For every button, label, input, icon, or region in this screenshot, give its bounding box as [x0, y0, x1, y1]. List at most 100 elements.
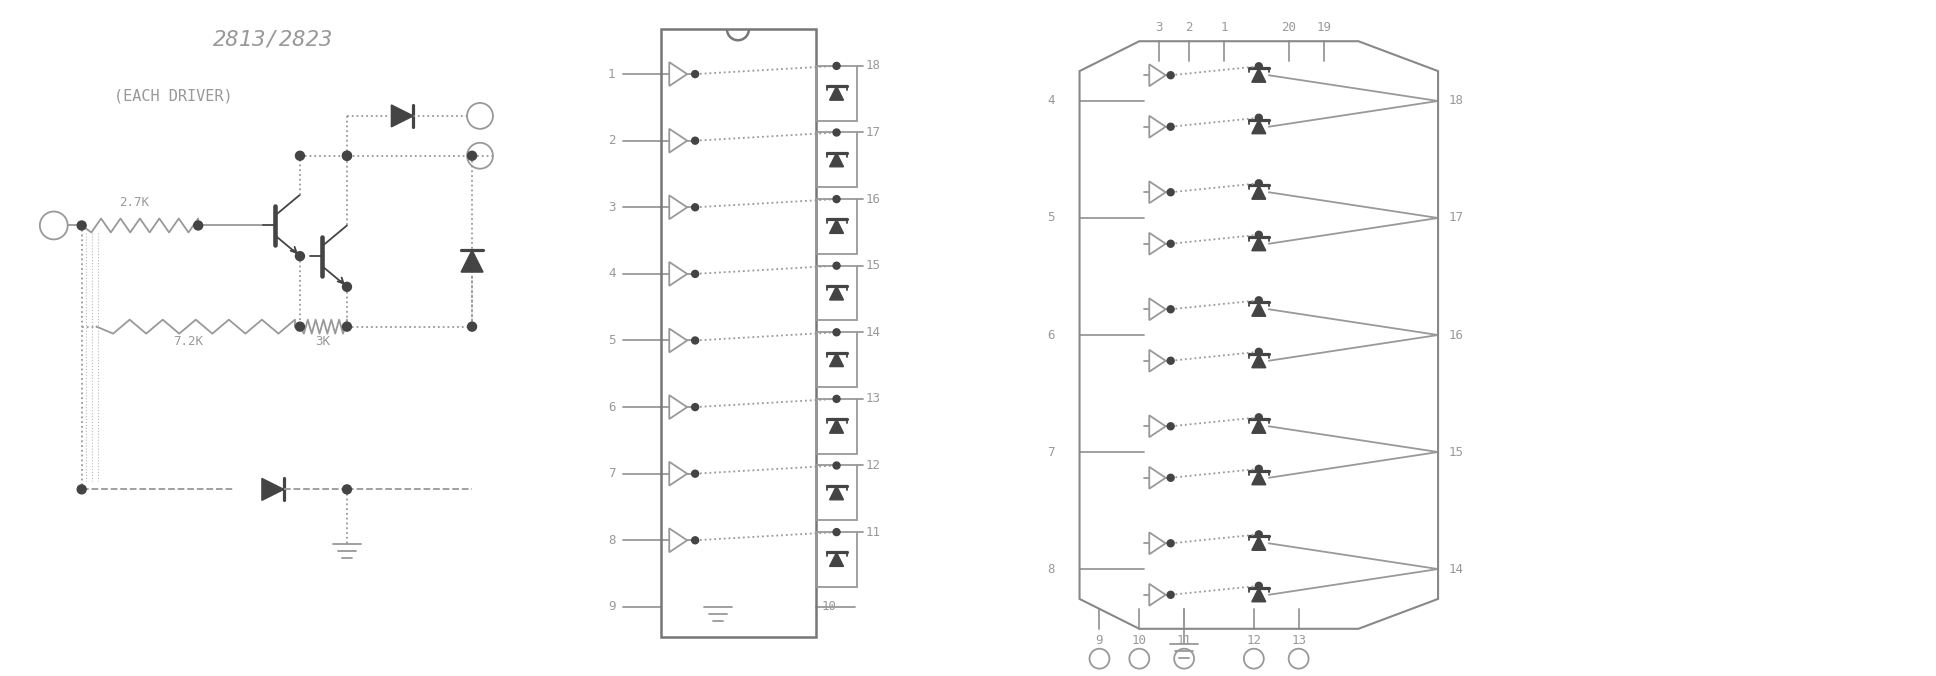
Text: 17: 17 — [1448, 212, 1464, 224]
Text: 9: 9 — [1096, 633, 1104, 647]
Text: 15: 15 — [1448, 445, 1464, 458]
Circle shape — [1167, 540, 1173, 547]
Circle shape — [691, 337, 699, 344]
Circle shape — [691, 270, 699, 277]
Text: 2: 2 — [608, 135, 616, 147]
Circle shape — [832, 195, 840, 203]
Circle shape — [1255, 582, 1262, 589]
Circle shape — [343, 283, 352, 291]
Text: 17: 17 — [865, 126, 881, 139]
Circle shape — [296, 151, 304, 160]
Polygon shape — [1253, 470, 1266, 485]
Circle shape — [1255, 414, 1262, 420]
Bar — [815, 333, 858, 387]
Text: 13: 13 — [865, 392, 881, 406]
Circle shape — [1167, 422, 1173, 430]
Text: 4: 4 — [608, 268, 616, 281]
Circle shape — [343, 322, 352, 331]
Circle shape — [1167, 72, 1173, 78]
Circle shape — [691, 203, 699, 211]
Circle shape — [1255, 531, 1262, 538]
Circle shape — [1167, 240, 1173, 247]
Text: 12: 12 — [865, 459, 881, 472]
Text: 18: 18 — [865, 59, 881, 72]
Text: 2: 2 — [1185, 21, 1193, 34]
Circle shape — [832, 329, 840, 336]
Text: 3K: 3K — [316, 335, 331, 347]
Text: 2.7K: 2.7K — [120, 195, 149, 209]
Text: 5: 5 — [1047, 212, 1055, 224]
Circle shape — [832, 129, 840, 136]
Circle shape — [1255, 180, 1262, 187]
Text: 3: 3 — [608, 201, 616, 214]
Text: 10: 10 — [821, 600, 836, 613]
Text: 11: 11 — [865, 526, 881, 539]
Text: 9: 9 — [608, 600, 616, 613]
Polygon shape — [1253, 419, 1266, 433]
Text: 6: 6 — [608, 401, 616, 414]
Circle shape — [1255, 231, 1262, 238]
Bar — [815, 132, 858, 187]
Circle shape — [691, 137, 699, 144]
Text: 7.2K: 7.2K — [172, 335, 203, 347]
Circle shape — [832, 462, 840, 469]
Polygon shape — [1253, 185, 1266, 199]
Circle shape — [832, 262, 840, 269]
Polygon shape — [829, 552, 844, 566]
Text: 8: 8 — [1047, 562, 1055, 575]
Text: 19: 19 — [1316, 21, 1332, 34]
Circle shape — [1255, 297, 1262, 304]
Text: 15: 15 — [865, 259, 881, 272]
Circle shape — [1167, 189, 1173, 196]
Polygon shape — [829, 87, 844, 100]
Bar — [815, 466, 858, 520]
Polygon shape — [829, 153, 844, 167]
Polygon shape — [829, 486, 844, 500]
Circle shape — [343, 485, 352, 494]
Circle shape — [691, 404, 699, 410]
Text: 8: 8 — [608, 534, 616, 547]
Text: 11: 11 — [1177, 633, 1193, 647]
Circle shape — [77, 485, 85, 494]
Circle shape — [1255, 465, 1262, 473]
Bar — [815, 532, 858, 587]
Circle shape — [832, 395, 840, 402]
Text: 3: 3 — [1156, 21, 1164, 34]
Polygon shape — [261, 479, 285, 500]
Polygon shape — [461, 250, 482, 272]
Text: 4: 4 — [1047, 95, 1055, 107]
Bar — [815, 399, 858, 454]
Bar — [662, 29, 815, 637]
Polygon shape — [1253, 120, 1266, 134]
Polygon shape — [829, 220, 844, 233]
Text: 18: 18 — [1448, 95, 1464, 107]
Circle shape — [194, 221, 203, 230]
Circle shape — [469, 151, 476, 160]
Circle shape — [691, 70, 699, 78]
Text: 20: 20 — [1282, 21, 1297, 34]
Polygon shape — [391, 105, 412, 127]
Circle shape — [691, 537, 699, 544]
Text: 1: 1 — [608, 68, 616, 80]
Polygon shape — [1253, 354, 1266, 368]
Polygon shape — [829, 353, 844, 366]
Bar — [815, 266, 858, 320]
Circle shape — [343, 151, 352, 160]
Text: 6: 6 — [1047, 329, 1055, 341]
Circle shape — [1255, 348, 1262, 356]
Text: (EACH DRIVER): (EACH DRIVER) — [114, 89, 232, 103]
Text: 13: 13 — [1291, 633, 1307, 647]
Text: 14: 14 — [1448, 562, 1464, 575]
Bar — [815, 199, 858, 254]
Text: 7: 7 — [608, 467, 616, 480]
Circle shape — [77, 221, 85, 230]
Circle shape — [1255, 63, 1262, 70]
Text: 16: 16 — [1448, 329, 1464, 341]
Circle shape — [832, 529, 840, 535]
Circle shape — [343, 151, 352, 160]
Text: 2813/2823: 2813/2823 — [213, 29, 333, 49]
Text: 16: 16 — [865, 193, 881, 206]
Circle shape — [832, 62, 840, 70]
Text: 1: 1 — [1220, 21, 1227, 34]
Text: 5: 5 — [608, 334, 616, 347]
